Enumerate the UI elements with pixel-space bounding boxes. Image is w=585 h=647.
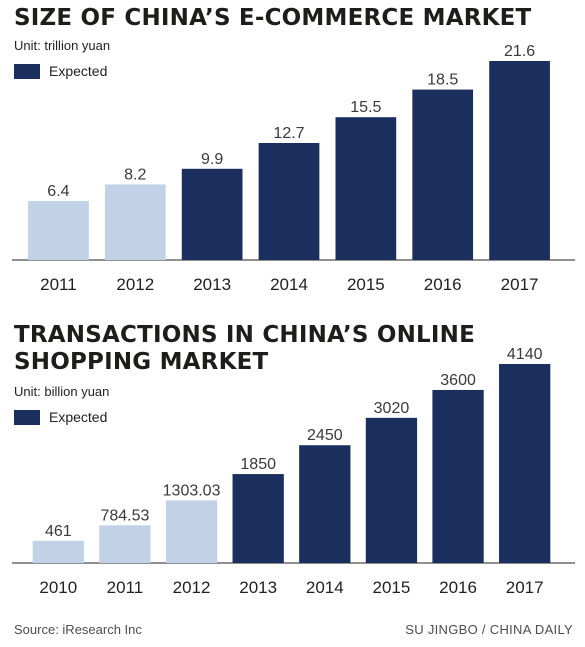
chart1-legend-label: Expected [49,63,108,79]
chart1-bar [412,89,474,261]
chart2-x-tick-label: 2010 [39,578,77,597]
chart1-x-tick-label: 2017 [501,275,539,294]
chart1-x-tick-label: 2012 [116,275,154,294]
chart2-bar [499,364,551,563]
chart1-bar [104,184,166,260]
chart1-data-label: 9.9 [201,151,223,168]
chart1-legend-swatch [14,63,40,79]
source-note: Source: iResearch Inc [14,622,142,637]
chart2-x-tick-label: 2016 [439,578,477,597]
chart2-bar [299,445,351,563]
chart2-bar [232,474,284,563]
chart2-legend-swatch [14,409,40,425]
chart1-data-label: 21.6 [504,43,535,60]
chart2-data-label: 461 [45,523,72,540]
chart2-data-label: 4140 [507,346,543,363]
chart1-legend: Expected [14,63,107,79]
chart2-x-tick-label: 2014 [306,578,344,597]
chart2-legend: Expected [14,409,107,425]
chart2-x-tick-label: 2017 [506,578,544,597]
chart2-data-label: 1303.03 [163,482,221,499]
chart2-title: TRANSACTIONS IN CHINA’S ONLINE SHOPPING … [14,322,475,376]
chart2-data-label: 2450 [307,427,343,444]
chart1-data-label: 18.5 [427,72,458,89]
chart1-bar [181,168,243,260]
chart2-data-label: 784.53 [100,507,149,524]
chart1-unit-label: Unit: trillion yuan [14,38,111,53]
chart1-x-tick-label: 2015 [347,275,385,294]
chart2-plot: 461 2010 784.53 2011 1303.03 2012 1850 2013 2450… [12,346,575,597]
chart2-bar [99,525,151,563]
chart1-x-tick-label: 2014 [270,275,308,294]
chart2-title-line2: SHOPPING MARKET [14,349,269,375]
chart1-title: SIZE OF CHINA’S E-COMMERCE MARKET [14,5,532,31]
chart1-data-label: 15.5 [350,99,381,116]
chart2-x-tick-label: 2011 [107,578,144,597]
chart2-legend-label: Expected [49,409,108,425]
chart1-bar [489,61,550,260]
chart2-data-label: 3020 [374,400,410,417]
chart1-x-tick-label: 2011 [40,275,77,294]
chart2-bar [365,417,418,563]
chart1-data-label: 8.2 [124,166,146,183]
chart2-x-tick-label: 2015 [373,578,411,597]
chart1-bar [335,117,397,261]
credit-line: SU JINGBO / CHINA DAILY [405,622,573,637]
chart1-x-tick-label: 2016 [424,275,462,294]
chart2-x-tick-label: 2013 [239,578,277,597]
chart2-data-label: 1850 [240,456,276,473]
chart2-title-line1: TRANSACTIONS IN CHINA’S ONLINE [14,322,476,348]
chart2-unit-label: Unit: billion yuan [14,384,110,399]
chart2-bar [32,540,84,563]
chart2-x-tick-label: 2012 [173,578,211,597]
chart1-data-label: 6.4 [47,183,69,200]
chart1-x-tick-label: 2013 [193,275,231,294]
chart1-plot: 6.4 2011 8.2 2012 9.9 2013 12.7 2014 15.5 2015 18.… [12,43,575,294]
chart1-bar [28,201,89,260]
chart2-bar [432,389,484,563]
chart2-data-label: 3600 [440,372,476,389]
chart1-data-label: 12.7 [273,125,304,142]
chart1-bar [258,142,320,260]
chart2-bar [165,500,218,563]
